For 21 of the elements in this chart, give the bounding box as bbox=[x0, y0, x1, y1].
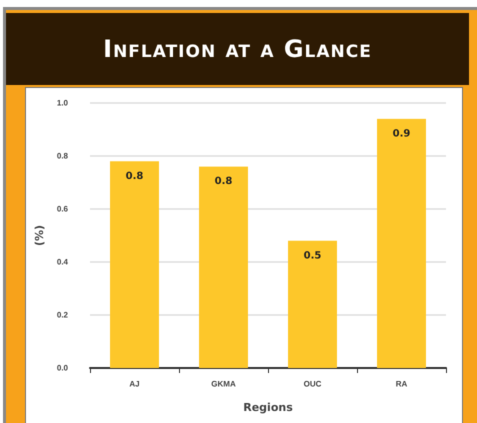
y-tick-label: 0.6 bbox=[56, 204, 69, 214]
y-tick-label: 0.0 bbox=[56, 364, 69, 372]
x-tick-label: AJ bbox=[129, 380, 140, 388]
y-axis-title: (%) bbox=[33, 224, 46, 246]
bar bbox=[110, 161, 159, 368]
data-label: 0.8 bbox=[126, 170, 144, 182]
x-tick-label: GKMA bbox=[211, 380, 236, 388]
x-tick-label: RA bbox=[396, 380, 408, 388]
y-tick-label: 1.0 bbox=[56, 98, 69, 108]
bar bbox=[199, 166, 248, 368]
y-tick-label: 0.2 bbox=[56, 310, 69, 320]
data-label: 0.9 bbox=[392, 128, 410, 140]
data-label: 0.8 bbox=[214, 176, 232, 188]
chart-title: Inflation at a Glance bbox=[6, 13, 469, 85]
y-tick-label: 0.4 bbox=[56, 258, 69, 266]
y-tick-label: 0.8 bbox=[56, 152, 69, 160]
data-label: 0.5 bbox=[304, 250, 322, 262]
bar bbox=[288, 240, 337, 368]
x-tick-label: OUC bbox=[304, 380, 322, 388]
x-axis-title: Regions bbox=[243, 401, 294, 414]
bar bbox=[377, 118, 426, 368]
